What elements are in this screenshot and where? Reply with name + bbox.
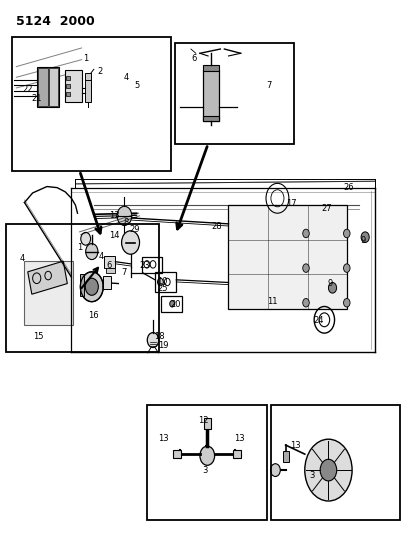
- Circle shape: [81, 232, 91, 245]
- Bar: [142, 257, 162, 273]
- Bar: [173, 450, 181, 458]
- Text: 1: 1: [77, 244, 82, 252]
- Circle shape: [86, 244, 98, 260]
- Bar: [203, 70, 219, 121]
- Circle shape: [305, 439, 352, 501]
- Text: 16: 16: [89, 311, 99, 320]
- Bar: [80, 274, 84, 296]
- Bar: [37, 67, 59, 107]
- Text: 5: 5: [134, 81, 139, 90]
- Text: 7: 7: [122, 269, 127, 277]
- Bar: [6, 224, 159, 352]
- Text: 24: 24: [314, 317, 324, 325]
- Circle shape: [271, 464, 280, 477]
- Bar: [103, 276, 111, 289]
- Text: 5124  2000: 5124 2000: [16, 15, 95, 28]
- Text: 9: 9: [328, 279, 333, 288]
- Text: 29: 29: [129, 225, 140, 233]
- Circle shape: [170, 301, 175, 307]
- Bar: [106, 268, 115, 273]
- Text: 3: 3: [202, 466, 208, 474]
- Circle shape: [147, 333, 159, 348]
- Circle shape: [303, 229, 309, 238]
- Bar: [271, 405, 400, 520]
- Text: 23: 23: [140, 261, 150, 270]
- Text: 22: 22: [22, 85, 33, 94]
- Circle shape: [117, 206, 132, 225]
- Polygon shape: [28, 261, 67, 294]
- Circle shape: [344, 264, 350, 272]
- Circle shape: [122, 231, 140, 254]
- Bar: [49, 68, 58, 106]
- Circle shape: [303, 298, 309, 307]
- Text: 7: 7: [266, 81, 272, 90]
- Circle shape: [344, 229, 350, 238]
- Text: 4: 4: [124, 73, 129, 82]
- Text: 12: 12: [198, 416, 208, 424]
- Bar: [228, 205, 347, 309]
- Bar: [283, 451, 289, 462]
- Bar: [38, 68, 48, 106]
- Bar: [155, 272, 176, 292]
- Bar: [85, 73, 91, 102]
- Circle shape: [80, 272, 103, 302]
- Text: 13: 13: [158, 434, 169, 442]
- Bar: [161, 296, 182, 312]
- Bar: [66, 84, 70, 88]
- Bar: [175, 43, 294, 144]
- Text: 4: 4: [20, 254, 25, 263]
- Bar: [147, 405, 267, 520]
- Circle shape: [361, 232, 369, 243]
- Text: 3: 3: [309, 471, 315, 480]
- Circle shape: [328, 282, 337, 293]
- Text: 26: 26: [344, 183, 354, 192]
- Text: 6: 6: [106, 261, 112, 270]
- Circle shape: [200, 446, 215, 465]
- Text: 13: 13: [290, 441, 301, 449]
- Text: 17: 17: [286, 199, 297, 208]
- Text: 28: 28: [211, 222, 222, 231]
- Text: 19: 19: [158, 341, 169, 350]
- Text: 15: 15: [33, 333, 44, 341]
- Bar: [104, 256, 115, 268]
- Text: 18: 18: [154, 333, 164, 341]
- Text: 25: 25: [157, 285, 168, 293]
- Bar: [12, 37, 171, 171]
- Text: 14: 14: [109, 231, 120, 240]
- Circle shape: [303, 264, 309, 272]
- Bar: [66, 76, 70, 80]
- Text: 6: 6: [191, 54, 197, 63]
- Text: 13: 13: [235, 434, 245, 442]
- Text: 1: 1: [83, 54, 88, 63]
- Text: 20: 20: [170, 301, 181, 309]
- Text: 11: 11: [267, 297, 278, 305]
- Circle shape: [320, 459, 337, 481]
- Bar: [203, 65, 219, 71]
- Text: 4: 4: [99, 253, 104, 261]
- Bar: [66, 92, 70, 96]
- Text: 13: 13: [109, 212, 120, 220]
- Bar: [233, 450, 241, 458]
- Text: 8: 8: [124, 219, 129, 227]
- Bar: [203, 116, 219, 121]
- Text: 9: 9: [361, 237, 366, 245]
- Bar: [65, 70, 82, 102]
- Text: 21: 21: [31, 94, 42, 103]
- Text: 10: 10: [157, 277, 168, 286]
- Circle shape: [85, 278, 98, 295]
- Text: 27: 27: [321, 205, 332, 213]
- Bar: [24, 261, 73, 325]
- Text: 2: 2: [98, 68, 102, 76]
- Circle shape: [344, 298, 350, 307]
- Bar: [204, 418, 211, 429]
